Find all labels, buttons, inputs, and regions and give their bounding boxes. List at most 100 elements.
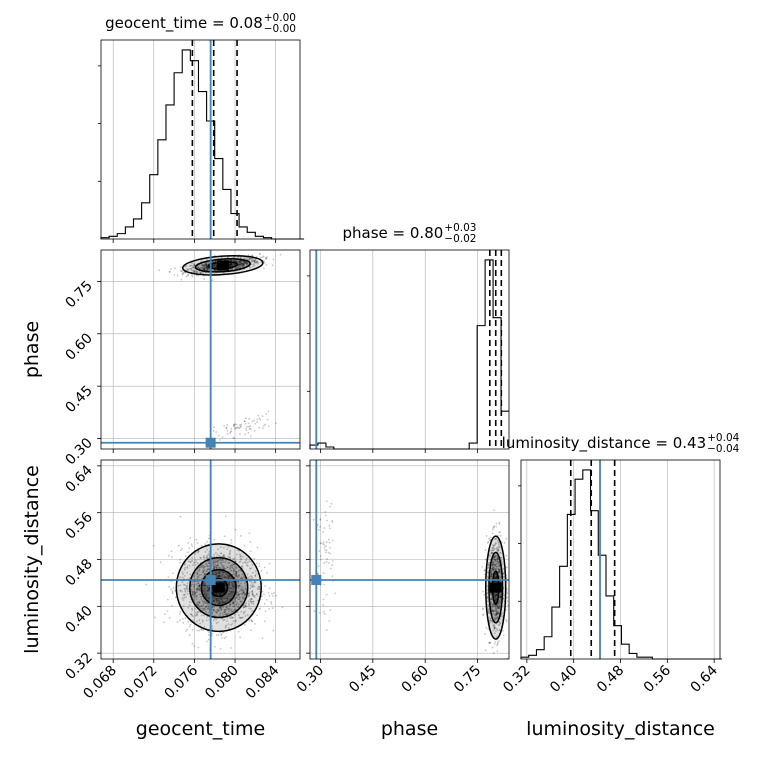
sample-point [214, 610, 217, 613]
sample-point [211, 597, 214, 600]
title-luminosity_distance: luminosity_distance = 0.43 +0.04−0.04 [502, 432, 740, 455]
sample-point [243, 606, 245, 609]
sample-point [181, 571, 184, 574]
sample-point [215, 610, 218, 613]
sample-point [170, 604, 173, 607]
sample-point [251, 577, 254, 580]
sample-point [231, 584, 234, 587]
sample-point [223, 576, 226, 579]
sample-point [248, 265, 251, 268]
sample-point [255, 572, 257, 575]
sample-point [231, 264, 234, 266]
sample-point [265, 598, 268, 601]
sample-point [491, 568, 494, 570]
sample-point [218, 439, 221, 441]
sample-point [237, 594, 240, 597]
sample-point [201, 267, 204, 270]
sample-point [221, 612, 224, 615]
sample-point [195, 603, 198, 605]
sample-point [243, 612, 245, 615]
sample-point [233, 437, 236, 440]
sample-point [203, 264, 206, 267]
sample-point [257, 414, 260, 417]
sample-point [258, 252, 261, 255]
sample-point [490, 552, 493, 554]
sample-point [262, 427, 264, 430]
sample-point [198, 584, 201, 587]
sample-point [195, 596, 197, 599]
sample-point [207, 606, 210, 609]
sample-point [234, 620, 237, 623]
sample-point [227, 561, 230, 564]
y-axis-label-phase: phase [21, 321, 43, 378]
sample-point [254, 258, 257, 261]
sample-point [227, 582, 229, 585]
sample-point [187, 274, 189, 276]
sample-point [493, 609, 495, 612]
sample-point [230, 569, 233, 572]
sample-point [486, 567, 489, 569]
sample-point [249, 584, 252, 587]
sample-point [197, 550, 200, 553]
sample-point [218, 609, 221, 612]
sample-point [319, 525, 322, 528]
sample-point [172, 572, 174, 575]
sample-point [496, 558, 499, 561]
sample-point [222, 553, 225, 556]
sample-point [235, 570, 238, 573]
sample-point [201, 609, 204, 611]
sample-point [243, 261, 246, 264]
sample-point [491, 603, 494, 606]
sample-point [158, 269, 161, 272]
sample-point [215, 612, 218, 614]
sample-point [231, 602, 234, 605]
sample-point [238, 594, 240, 597]
sample-point [206, 640, 208, 643]
sample-point [229, 263, 232, 265]
sample-point [320, 542, 323, 545]
sample-point [244, 603, 246, 606]
sample-point [486, 585, 489, 588]
sample-point [238, 598, 241, 601]
sample-point [497, 611, 500, 614]
sample-point [489, 576, 492, 579]
sample-point [253, 261, 256, 264]
sample-point [227, 593, 230, 595]
sample-point [495, 594, 498, 597]
sample-point [194, 593, 196, 595]
sample-point [272, 629, 275, 632]
sample-point [492, 610, 495, 613]
sample-point [211, 587, 214, 590]
sample-point [494, 563, 497, 566]
sample-point [230, 259, 233, 262]
sample-point [238, 561, 241, 563]
sample-point [499, 597, 502, 600]
sample-point [232, 602, 235, 605]
sample-point [234, 596, 237, 599]
y-tick-label-luminosity_distance-1: 0.40 [62, 603, 95, 636]
sample-point [248, 603, 250, 605]
sample-point [228, 590, 231, 592]
sample-point [188, 625, 191, 628]
sample-point [325, 500, 328, 503]
sample-point [191, 545, 194, 548]
sample-point [239, 263, 241, 266]
sample-point [214, 266, 216, 269]
sample-point [217, 603, 220, 606]
sample-point [229, 264, 232, 267]
sample-point [488, 620, 491, 623]
sample-point [221, 559, 224, 562]
sample-point [235, 604, 238, 606]
sample-point [206, 616, 209, 618]
sample-point [187, 606, 190, 609]
sample-point [235, 260, 238, 263]
sample-point [251, 571, 254, 574]
sample-point [228, 592, 231, 595]
sample-point [239, 260, 242, 263]
sample-point [202, 582, 205, 585]
sample-point [233, 613, 236, 616]
sample-point [186, 566, 189, 568]
sample-point [490, 619, 492, 622]
sample-point [198, 588, 201, 591]
sample-point [233, 583, 235, 586]
